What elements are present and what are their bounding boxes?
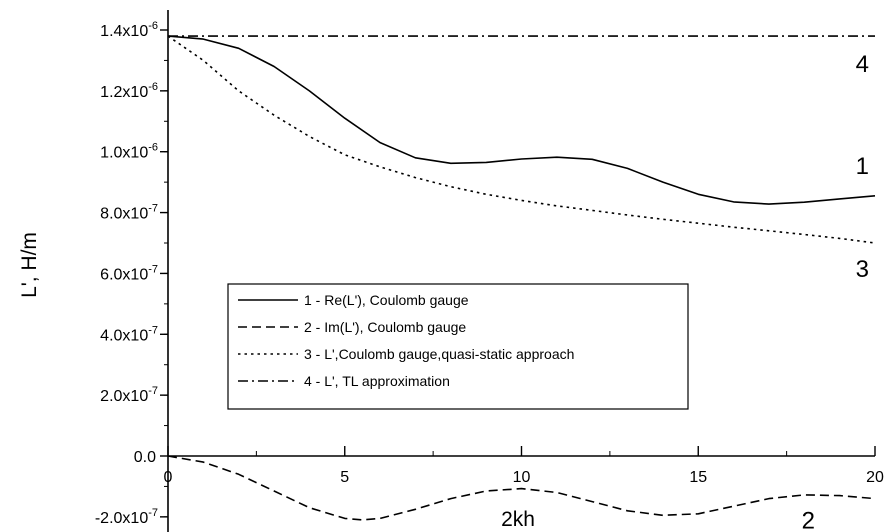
curve-number-label-2: 2 [802, 508, 815, 532]
series-line-2 [167, 455, 876, 521]
series-line-1 [167, 35, 876, 205]
ticks-layer: -2.0x10-7 0.0 2.0x10-7 4.0x10-7 6.0x10-7 8.0x… [95, 20, 884, 527]
legend-label-2: 2 - Im(L'), Coulomb gauge [304, 319, 466, 335]
curve-number-label-3: 3 [856, 256, 869, 283]
y-tick-label: 2.0x10-7 [100, 385, 158, 405]
y-tick-label: 1.4x10-6 [100, 20, 158, 40]
y-tick-label: 0.0 [134, 449, 156, 466]
y-axis-title: L', H/m [18, 232, 41, 298]
x-tick-label: 5 [340, 469, 349, 486]
x-tick-label: 10 [513, 469, 531, 486]
curve-number-label-4: 4 [856, 51, 869, 78]
legend-frame [227, 283, 689, 410]
y-tick-label: 1.2x10-6 [100, 81, 158, 101]
y-tick-label: 1.0x10-6 [100, 142, 158, 162]
x-tick-label: 0 [164, 469, 173, 486]
legend-label-3: 3 - L',Coulomb gauge,quasi-static approa… [304, 346, 574, 362]
legend-label-1: 1 - Re(L'), Coulomb gauge [304, 292, 469, 308]
curve-number-label-1: 1 [856, 153, 869, 180]
legend: 1 - Re(L'), Coulomb gauge 2 - Im(L'), Cou… [227, 283, 689, 410]
y-tick-label: 4.0x10-7 [100, 324, 158, 344]
x-axis-title: 2kh [501, 508, 535, 531]
legend-label-4: 4 - L', TL approximation [304, 373, 450, 389]
y-tick-label: -2.0x10-7 [95, 507, 158, 527]
x-tick-label: 20 [866, 469, 884, 486]
x-tick-label: 15 [689, 469, 707, 486]
y-tick-label: 8.0x10-7 [100, 203, 158, 223]
curves-layer [167, 35, 876, 521]
curve-labels-layer: 1 2 3 4 [802, 51, 869, 532]
y-tick-label: 6.0x10-7 [100, 263, 158, 283]
